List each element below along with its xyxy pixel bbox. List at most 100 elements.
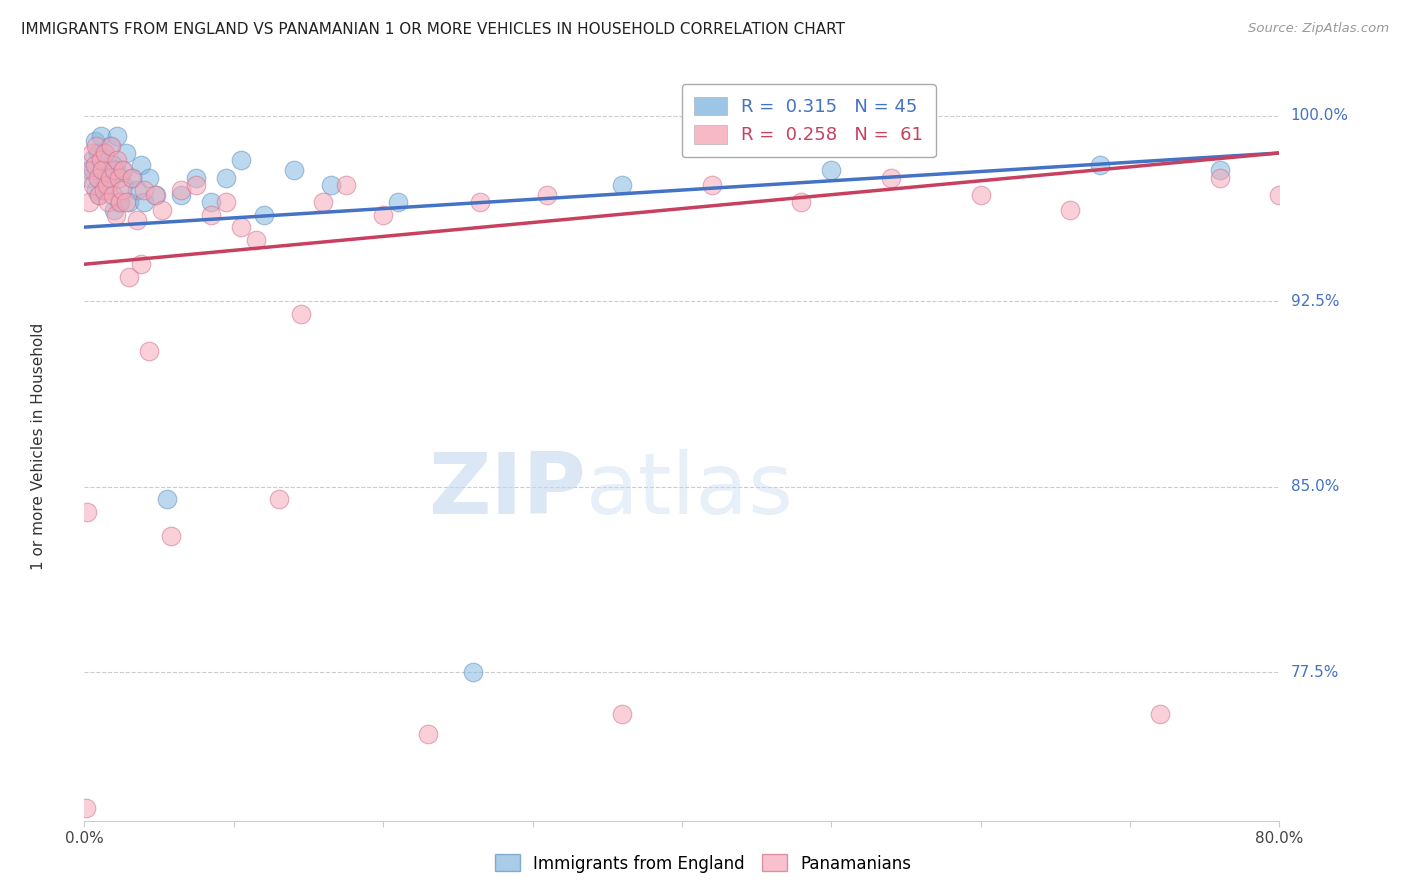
Point (91, 163, 114, 178)
Point (90, 128, 112, 143)
Point (112, 163, 135, 178)
Point (77, 170, 100, 185)
Point (820, 163, 842, 178)
Point (186, 170, 208, 185)
Point (97, 195, 120, 210)
Point (100, 138, 122, 153)
Point (121, 170, 143, 185)
Point (700, 178, 723, 193)
Point (104, 208, 127, 222)
Point (145, 188, 167, 202)
Point (253, 208, 276, 222)
Point (170, 183, 193, 197)
Point (283, 163, 305, 178)
Point (98, 138, 121, 153)
Point (215, 170, 238, 185)
Point (115, 145, 138, 160)
Point (373, 208, 395, 222)
Point (111, 163, 134, 178)
Point (1268, 188, 1291, 202)
Point (319, 178, 342, 193)
Point (1209, 170, 1232, 185)
Point (118, 269, 141, 284)
Point (118, 195, 141, 210)
Point (387, 195, 409, 210)
Point (96, 178, 118, 193)
Point (536, 188, 558, 202)
Point (267, 492, 290, 507)
Point (132, 195, 156, 210)
Point (416, 727, 439, 741)
Point (970, 188, 993, 202)
Point (160, 529, 183, 543)
Point (97, 183, 120, 197)
Point (77, 195, 100, 210)
Text: 100.0%: 100.0% (1291, 108, 1348, 123)
Point (96, 153, 118, 168)
Point (245, 233, 267, 247)
Point (470, 195, 492, 210)
Point (143, 188, 166, 202)
Point (101, 188, 124, 202)
Point (1059, 202, 1081, 217)
Point (129, 257, 152, 271)
Point (880, 170, 903, 185)
Point (76, 504, 98, 518)
Point (86, 183, 108, 197)
Point (87, 145, 110, 160)
Text: Source: ZipAtlas.com: Source: ZipAtlas.com (1249, 22, 1389, 36)
Point (107, 170, 129, 185)
Point (105, 153, 128, 168)
Point (87, 170, 110, 185)
Point (170, 188, 193, 202)
Point (103, 202, 125, 217)
Point (103, 163, 125, 178)
Point (112, 178, 135, 193)
Text: IMMIGRANTS FROM ENGLAND VS PANAMANIAN 1 OR MORE VEHICLES IN HOUSEHOLD CORRELATIO: IMMIGRANTS FROM ENGLAND VS PANAMANIAN 1 … (21, 22, 845, 37)
Point (110, 195, 132, 210)
Point (100, 170, 122, 185)
Text: atlas: atlas (586, 450, 794, 533)
Point (186, 178, 208, 193)
Point (138, 170, 160, 185)
Point (83, 158, 105, 172)
Point (111, 183, 134, 197)
Point (312, 195, 335, 210)
Text: 92.5%: 92.5% (1291, 293, 1339, 309)
Point (1209, 163, 1232, 178)
Point (125, 212, 148, 227)
Point (90, 153, 112, 168)
Point (83, 134, 105, 148)
Point (115, 195, 138, 210)
Point (231, 220, 253, 235)
Point (121, 170, 143, 185)
Point (1313, 208, 1336, 222)
Point (1372, 178, 1395, 193)
Point (132, 183, 156, 197)
Point (105, 128, 128, 143)
Text: ZIP: ZIP (429, 450, 586, 533)
Point (1090, 158, 1112, 172)
Point (612, 178, 634, 193)
Point (150, 202, 173, 217)
Point (89, 188, 111, 202)
Point (104, 163, 127, 178)
Point (94, 178, 117, 193)
Point (79, 163, 101, 178)
Point (93, 145, 115, 160)
Point (94, 145, 117, 160)
Point (75, 801, 97, 815)
Point (82, 163, 104, 178)
Text: 77.5%: 77.5% (1291, 665, 1339, 680)
Point (215, 195, 238, 210)
Text: 1 or more Vehicles in Household: 1 or more Vehicles in Household (31, 322, 46, 570)
Point (138, 343, 160, 358)
Point (129, 158, 152, 172)
Point (107, 195, 129, 210)
Point (93, 183, 115, 197)
Point (89, 188, 111, 202)
Point (101, 158, 124, 172)
Point (82, 178, 104, 193)
Point (231, 153, 253, 168)
Point (1149, 707, 1171, 722)
